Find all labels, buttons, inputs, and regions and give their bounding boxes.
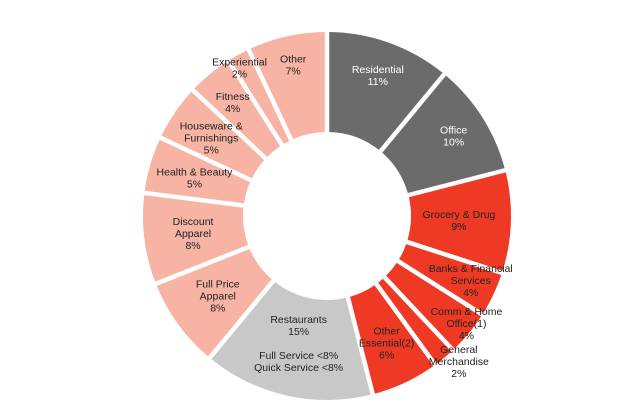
segment-value-label: 10%: [443, 137, 464, 149]
segment-name-label: Comm & Home: [431, 306, 503, 318]
donut-segment-restaurants: [211, 282, 371, 400]
segment-name-label: Houseware &: [180, 120, 243, 132]
segment-name-label: Health & Beauty: [157, 166, 234, 178]
segment-name-label: Experiential: [212, 56, 267, 68]
segment-value-label: 4%: [225, 103, 240, 115]
segment-value-label: 9%: [451, 221, 466, 233]
segment-value-label: 2%: [451, 368, 466, 380]
segment-value-label: 11%: [368, 76, 388, 88]
segment-value-label: 4%: [459, 330, 474, 342]
segment-name-label: Merchandise: [429, 356, 489, 368]
segment-value-label: 6%: [379, 350, 394, 362]
donut-segment-full-price-apparel: [156, 249, 272, 357]
donut-segment-general-merchandise: [378, 278, 452, 364]
segment-name-label: Apparel: [200, 290, 236, 302]
donut-segment-houseware-furnishings: [161, 91, 265, 179]
donut-segment-fitness: [194, 61, 281, 157]
donut-segment-health-beauty: [144, 139, 251, 204]
donut-segment-other: [250, 32, 325, 140]
segment-value-label: 4%: [463, 287, 478, 299]
segment-value-label: 5%: [204, 144, 219, 156]
donut-segment-grocery-drug: [407, 172, 511, 271]
donut-segment-banks-financial-services: [399, 244, 502, 313]
segment-name-label: Other: [373, 326, 400, 338]
donut-segment-discount-apparel: [143, 195, 249, 282]
segment-name-label: Essential(2): [359, 338, 414, 350]
segment-sublabel: Full Service <8%: [259, 350, 338, 362]
segment-name-label: Full Price: [196, 278, 240, 290]
segment-name-label: Furnishings: [184, 132, 238, 144]
donut-segment-comm-home-office-1: [386, 262, 482, 349]
segment-name-label: Grocery & Drug: [422, 209, 495, 221]
donut-segment-residential: [329, 32, 443, 150]
segment-name-label: Residential: [352, 64, 404, 76]
segment-name-label: Office(1): [446, 318, 486, 330]
donut-segment-other-essential-2: [350, 285, 434, 394]
segment-name-label: Other: [280, 54, 307, 66]
segment-name-label: Fitness: [216, 91, 250, 103]
segment-name-label: Discount: [173, 216, 214, 228]
donut-segment-office: [382, 75, 505, 193]
segment-sublabel: Quick Service <8%: [254, 362, 343, 374]
segment-value-label: 5%: [187, 178, 202, 190]
segment-value-label: 15%: [288, 326, 309, 338]
segment-name-label: General: [440, 344, 477, 356]
segment-name-label: Restaurants: [270, 314, 327, 326]
segment-name-label: Banks & Financial: [429, 263, 513, 275]
segment-value-label: 2%: [232, 68, 247, 80]
segment-value-label: 8%: [210, 302, 225, 314]
segment-name-label: Services: [451, 275, 491, 287]
segment-value-label: 7%: [286, 66, 301, 78]
segment-value-label: 8%: [185, 240, 200, 252]
segment-name-label: Apparel: [175, 228, 211, 240]
donut-segment-experiential: [230, 50, 290, 144]
segment-name-label: Office: [440, 125, 467, 137]
